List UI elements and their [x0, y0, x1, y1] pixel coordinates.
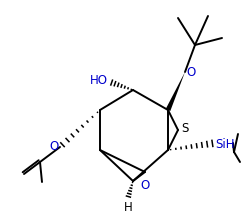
- Text: S: S: [181, 122, 188, 136]
- Text: O: O: [186, 67, 195, 79]
- Polygon shape: [166, 72, 185, 111]
- Text: O: O: [140, 179, 150, 192]
- Text: SiH: SiH: [215, 138, 234, 152]
- Text: H: H: [124, 201, 132, 214]
- Text: HO: HO: [90, 74, 108, 87]
- Text: O: O: [50, 141, 59, 154]
